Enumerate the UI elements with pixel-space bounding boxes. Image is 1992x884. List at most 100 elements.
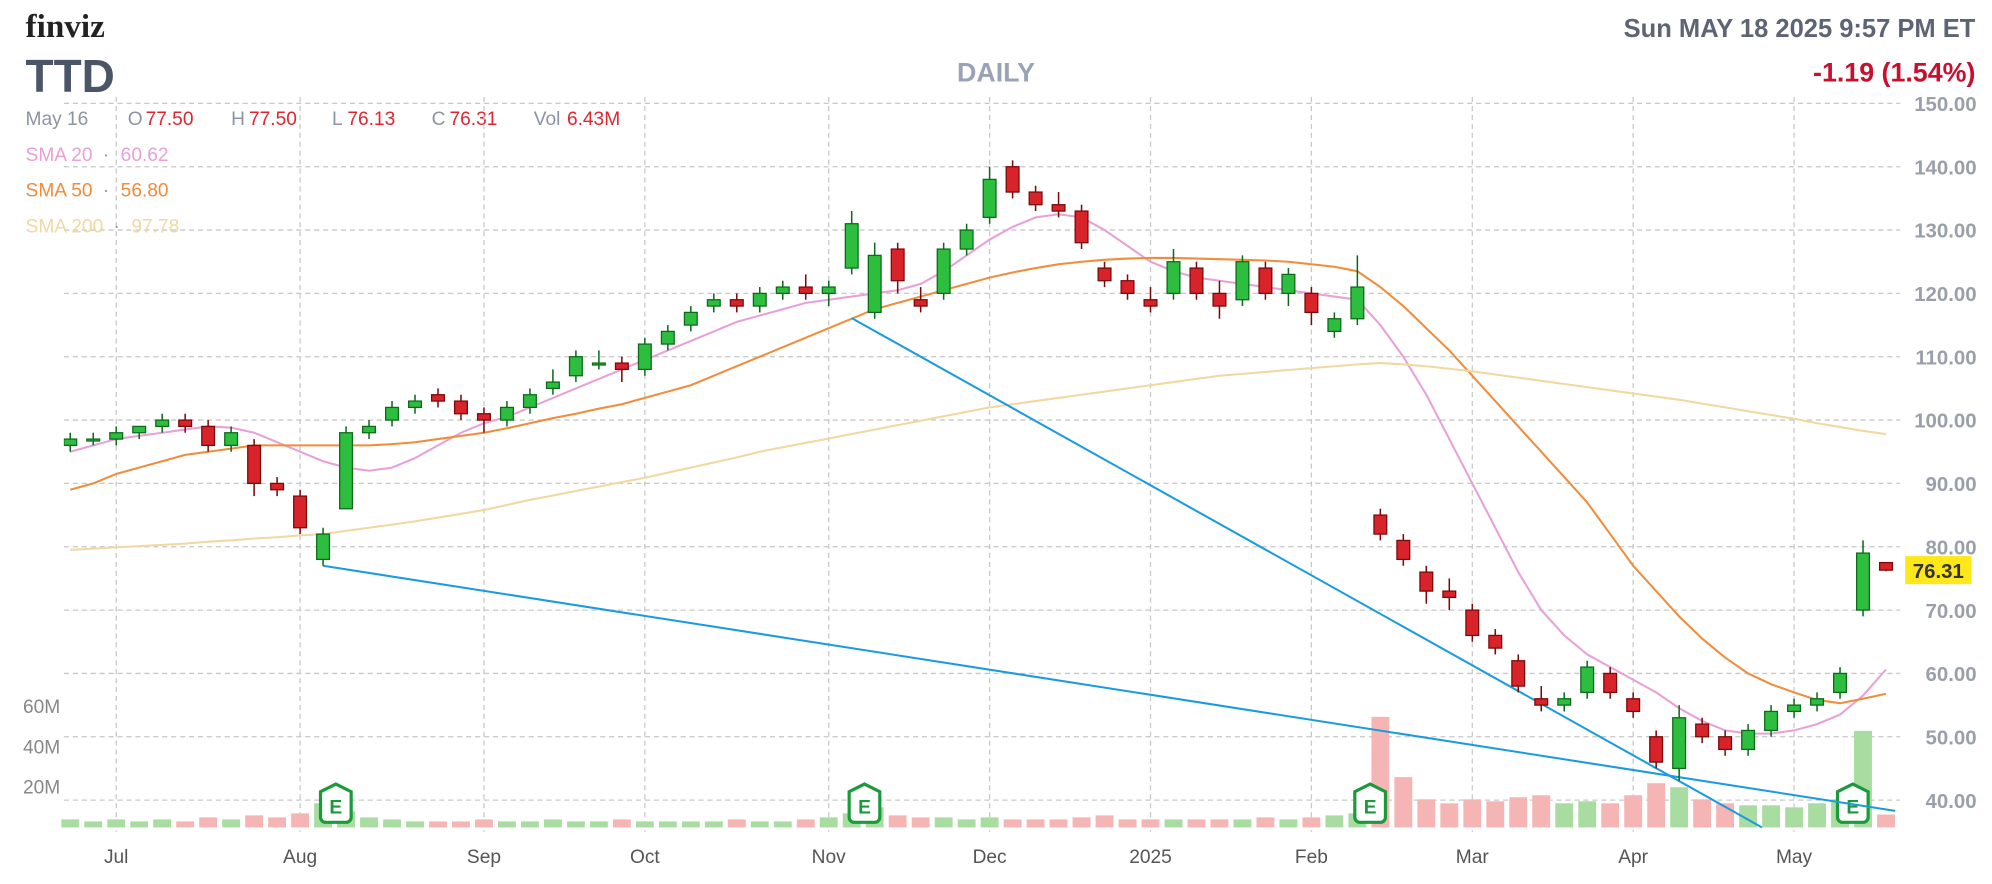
candle [1258, 261, 1273, 300]
candle-body [1327, 318, 1342, 333]
logo[interactable]: finviz [26, 8, 105, 45]
candle [1212, 280, 1227, 319]
legend-name: SMA 20 [26, 145, 93, 166]
volume-bar [750, 821, 769, 828]
candle [1097, 261, 1112, 288]
candle [86, 432, 101, 446]
volume-bar [291, 813, 310, 828]
candle-body [1695, 723, 1710, 738]
candle [430, 388, 446, 408]
candle [1695, 717, 1710, 744]
candle [339, 426, 354, 510]
candle [1511, 654, 1526, 693]
volume-bar [1578, 801, 1597, 828]
legend-value: 60.62 [121, 145, 169, 166]
volume-bar [1026, 819, 1045, 828]
candle-body [1787, 704, 1802, 713]
candle-body [476, 413, 491, 421]
candle [1741, 724, 1756, 756]
volume-bar [1164, 819, 1183, 828]
quote-date: May 16 [26, 109, 89, 130]
candle-body [1465, 609, 1480, 637]
plot-area [63, 160, 1896, 829]
candle-body [1718, 736, 1733, 751]
datetime: Sun MAY 18 2025 9:57 PM ET [1624, 15, 1976, 43]
candle-body [1855, 552, 1871, 611]
candle-body [430, 394, 446, 402]
candle-body [1764, 710, 1779, 732]
volume-bar [1049, 819, 1068, 828]
candle [1235, 255, 1250, 307]
quote-letter: H [231, 109, 245, 130]
candle-body [867, 254, 882, 314]
earnings-marker: E [1353, 782, 1388, 824]
last-price-label: 76.31 [1913, 561, 1964, 583]
volume-bar [1624, 795, 1643, 828]
candle [1580, 660, 1595, 699]
candle-body [1258, 267, 1273, 295]
legend-value: 56.80 [121, 181, 169, 202]
candle [1189, 261, 1204, 300]
candle [1304, 287, 1319, 326]
volume-tick-label: 20M [23, 778, 60, 799]
candle [1373, 508, 1388, 541]
y-tick-label: 40.00 [1926, 791, 1977, 813]
y-tick-label: 60.00 [1926, 664, 1977, 686]
quote-letter: L [332, 109, 343, 130]
candle-body [1511, 660, 1526, 687]
candle [362, 420, 377, 440]
candle-body [1235, 261, 1250, 301]
candle-body [316, 533, 331, 561]
volume-bar [796, 819, 815, 828]
volume-bar [153, 819, 172, 828]
volume-bar [130, 821, 149, 828]
volume-bar [612, 819, 631, 828]
volume-bar [1670, 787, 1689, 828]
candle-body [1419, 571, 1434, 592]
volume-bar [383, 819, 401, 828]
volume-bar [61, 819, 80, 828]
candle-body [1580, 666, 1595, 694]
candle [591, 350, 606, 370]
trendline [851, 317, 1763, 829]
volume-bar [727, 819, 746, 828]
volume-bar [911, 817, 930, 828]
volume-bar [1279, 819, 1298, 828]
candle-body [178, 419, 193, 428]
earnings-badge [1353, 782, 1388, 824]
candle-body [132, 425, 147, 434]
volume-bar [1440, 803, 1459, 828]
volume-bar [1256, 817, 1275, 828]
candle-body [614, 362, 629, 371]
candle [1833, 667, 1848, 699]
candle-body [1534, 698, 1549, 706]
candle [247, 439, 262, 497]
volume-bar [1072, 817, 1091, 828]
earnings-marker: E [1835, 782, 1870, 824]
sma-line [69, 213, 1887, 735]
earnings-marker: E [318, 782, 353, 824]
volume-bar [498, 821, 516, 828]
volume-bar [681, 821, 700, 828]
sma-line [69, 256, 1887, 705]
candle [1051, 192, 1066, 218]
candle-body [775, 286, 790, 295]
volume-bar [934, 817, 953, 828]
price-change: -1.19 (1.54%) [1813, 58, 1975, 88]
volume-bar [773, 821, 792, 828]
volume-bar [1877, 814, 1895, 828]
volume-bar [980, 817, 999, 828]
volume-bar [452, 821, 470, 828]
candle [1534, 686, 1549, 712]
volume-bar [589, 821, 608, 828]
candle [1810, 692, 1825, 712]
candle [316, 527, 331, 566]
candle-body [1281, 273, 1296, 295]
candle [1672, 705, 1687, 782]
candle [752, 287, 767, 313]
candle-body [362, 425, 377, 434]
candle-body [453, 400, 469, 415]
candle [1855, 540, 1871, 617]
candle [1764, 705, 1779, 737]
candle [407, 394, 423, 414]
